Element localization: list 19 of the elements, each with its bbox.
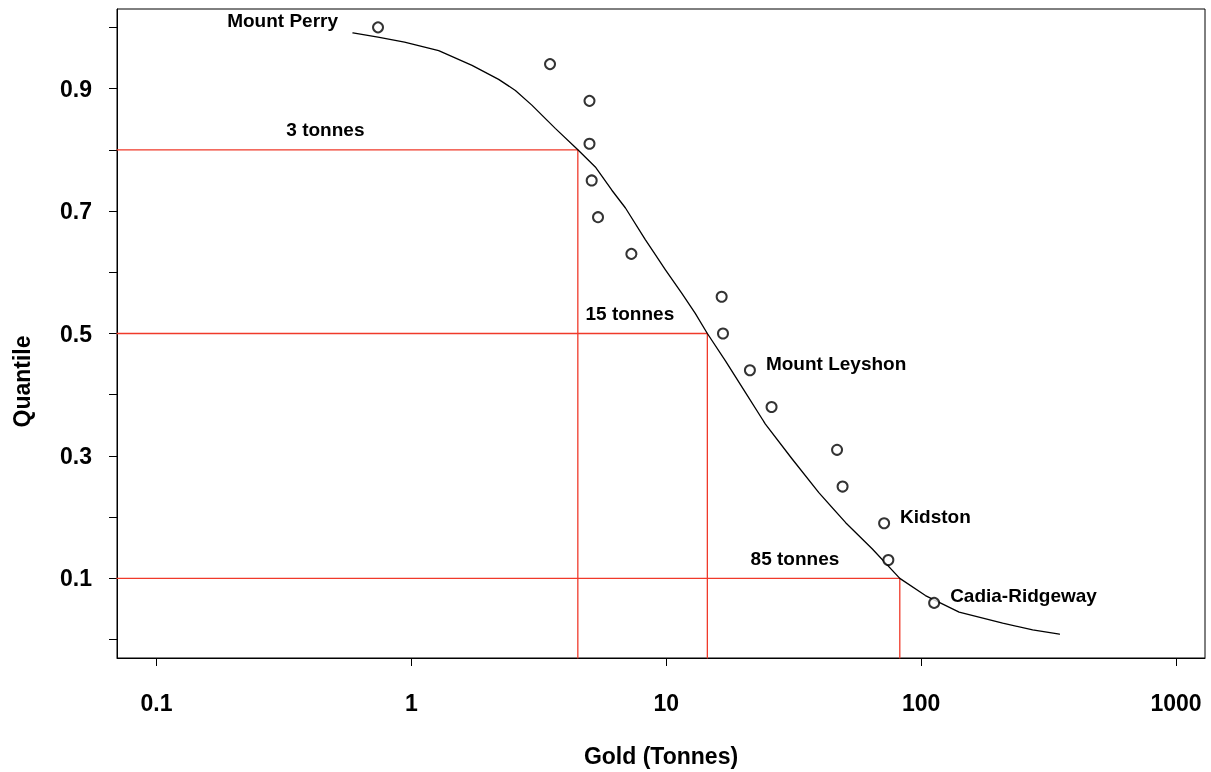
annotation: 85 tonnes (750, 547, 840, 569)
x-tick-label: 1000 (1150, 689, 1202, 716)
y-tick-label: 0.3 (60, 442, 92, 469)
y-axis-title: Quantile (8, 335, 35, 428)
annotation: Mount Perry (227, 9, 339, 31)
annotation: 3 tonnes (286, 119, 365, 141)
annotation: Cadia-Ridgeway (950, 585, 1098, 607)
x-tick-label: 100 (901, 689, 941, 716)
y-tick-label: 0.7 (60, 198, 92, 225)
y-tick-label: 0.1 (60, 565, 93, 592)
y-tick-label: 0.9 (60, 75, 92, 102)
x-tick-label: 10 (653, 689, 680, 716)
annotation: 15 tonnes (585, 303, 675, 324)
x-tick-label: 1 (404, 689, 418, 716)
annotation: Kidston (900, 505, 971, 527)
annotation: Mount Leyshon (765, 352, 907, 374)
y-tick-label: 0.5 (60, 320, 93, 347)
x-tick-label: 0.1 (140, 689, 173, 716)
x-axis-title: Gold (Tonnes) (583, 742, 739, 769)
